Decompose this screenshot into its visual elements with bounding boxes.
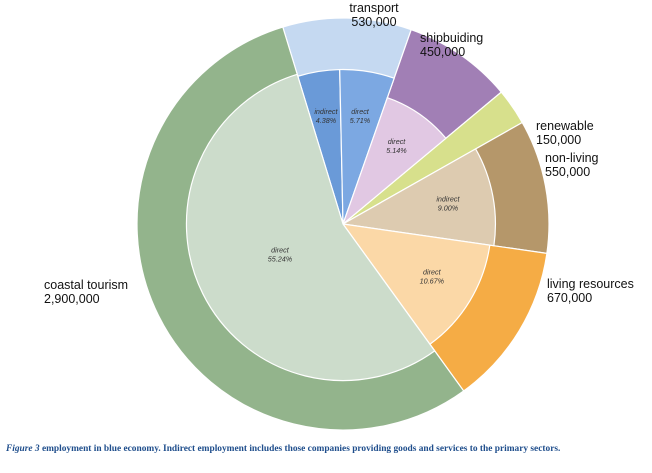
sector-name-coastal-tourism: coastal tourism bbox=[44, 278, 128, 292]
sector-value-transport: 530,000 bbox=[351, 15, 396, 29]
sector-value-coastal-tourism: 2,900,000 bbox=[44, 292, 100, 306]
inner-slice-transport-direct bbox=[339, 68, 395, 225]
sector-name-living-resources: living resources bbox=[547, 277, 634, 291]
inner-slice-shipbuiding-direct bbox=[341, 96, 447, 226]
inner-value-label-shipbuiding-direct: 5.14% bbox=[386, 146, 407, 155]
inner-value-label-transport-direct: 5.71% bbox=[350, 116, 371, 125]
sector-name-non-living: non-living bbox=[545, 151, 599, 165]
inner-value-label-non-living-indirect: 9.00% bbox=[438, 203, 459, 212]
sector-value-living-resources: 670,000 bbox=[547, 291, 592, 305]
inner-value-label-coastal-tourism-direct: 55.24% bbox=[268, 254, 293, 263]
inner-type-label-non-living-indirect: indirect bbox=[436, 194, 460, 203]
caption-text: employment in blue economy. Indirect emp… bbox=[41, 444, 561, 454]
sector-name-shipbuiding: shipbuiding bbox=[420, 31, 483, 45]
inner-value-label-living-resources-direct: 10.67% bbox=[420, 277, 445, 286]
inner-type-label-shipbuiding-direct: direct bbox=[388, 137, 407, 146]
inner-type-label-coastal-tourism-direct: direct bbox=[271, 245, 290, 254]
sector-value-non-living: 550,000 bbox=[545, 165, 590, 179]
inner-slice-living-resources-direct bbox=[341, 223, 491, 346]
sector-value-shipbuiding: 450,000 bbox=[420, 45, 465, 59]
sector-name-transport: transport bbox=[349, 1, 399, 15]
inner-type-label-living-resources-direct: direct bbox=[423, 268, 442, 277]
inner-type-label-transport-direct: direct bbox=[351, 107, 370, 116]
sector-value-renewable: 150,000 bbox=[536, 133, 581, 147]
inner-type-label-transport-indirect: indirect bbox=[314, 107, 338, 116]
caption-figure-ref: Figure 3 bbox=[6, 444, 40, 454]
inner-slice-coastal-tourism-direct bbox=[185, 73, 436, 382]
inner-slice-non-living-indirect bbox=[341, 148, 497, 247]
pie-chart: indirect4.38%direct5.71%direct5.14%indir… bbox=[44, 1, 634, 431]
figure-caption: Figure 3 employment in blue economy. Ind… bbox=[6, 443, 636, 455]
inner-value-label-transport-indirect: 4.38% bbox=[316, 116, 337, 125]
sector-name-renewable: renewable bbox=[536, 119, 594, 133]
